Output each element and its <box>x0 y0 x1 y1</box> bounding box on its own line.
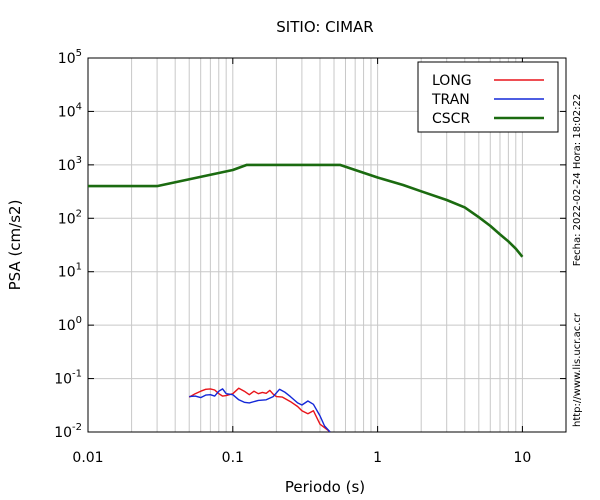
date-note: Fecha: 2022-02-24 Hora: 18:02:22 <box>572 94 583 267</box>
plot-frame <box>87 57 567 433</box>
y-tick-label: 105 <box>58 48 82 67</box>
legend-box <box>417 61 559 133</box>
x-axis-label: Periodo (s) <box>285 478 365 496</box>
legend-label-tran: TRAN <box>431 92 470 108</box>
y-tick-label: 103 <box>58 155 82 174</box>
x-tick-label: 0.1 <box>222 450 244 466</box>
series <box>88 163 524 432</box>
y-tick-label: 10-1 <box>54 369 82 388</box>
y-tick-label: 104 <box>58 101 82 120</box>
series-line-cscr <box>88 163 524 258</box>
legend-label-long: LONG <box>432 73 472 89</box>
y-tick-label: 101 <box>58 262 82 281</box>
y-tick-label: 10-2 <box>54 422 82 441</box>
y-tick-label: 102 <box>58 208 82 227</box>
legend: LONG TRAN CSCR <box>417 61 559 133</box>
series-line-tran <box>189 388 331 432</box>
url-note: http://www.lis.ucr.ac.cr <box>572 312 583 427</box>
grid <box>88 58 566 432</box>
x-tick-label: 0.01 <box>72 450 103 466</box>
y-tick-label: 100 <box>58 315 82 334</box>
series-line-long <box>188 387 331 432</box>
axis-ticks: 0.01 0.1 1 10 10-2 10-1 100 101 102 103 104 105 <box>54 48 566 466</box>
y-axis-label: PSA (cm/s2) <box>6 200 24 291</box>
chart-title: SITIO: CIMAR <box>276 18 373 36</box>
legend-label-cscr: CSCR <box>432 111 470 127</box>
x-tick-label: 10 <box>513 450 531 466</box>
x-tick-label: 1 <box>373 450 382 466</box>
